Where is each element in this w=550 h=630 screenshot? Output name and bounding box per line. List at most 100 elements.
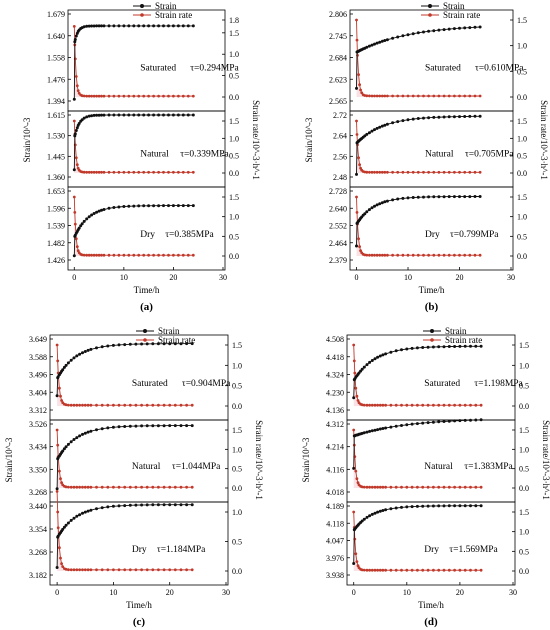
strain-rate-point (181, 94, 185, 98)
strain-rate-point (391, 94, 394, 98)
strain-point (64, 523, 68, 527)
strain-rate-point (360, 485, 364, 489)
strain-point (89, 429, 93, 433)
strain-point (151, 424, 155, 428)
strain-point (147, 113, 151, 117)
strain-rate-point (151, 403, 155, 407)
strain-rate-point (386, 170, 389, 174)
strain-point (81, 511, 84, 515)
strain-point (61, 449, 65, 453)
strain-point (78, 513, 82, 517)
strain-point (134, 424, 138, 428)
strain-rate-point (383, 170, 387, 174)
strain-rate-point (60, 562, 63, 566)
strain-rate-point (380, 94, 384, 98)
strain-point (73, 132, 77, 136)
strain-rate-point (86, 403, 90, 407)
strain-rate-point (368, 568, 371, 572)
strain-point (458, 344, 462, 348)
strain-rate-point (76, 249, 80, 253)
strain-point (373, 128, 376, 132)
strain-point (97, 209, 101, 213)
rate-tick-label: 0.5 (232, 382, 242, 391)
strain-point (362, 517, 366, 521)
strain-rate-point (362, 403, 366, 407)
strain-rate-point (394, 568, 398, 572)
strain-rate-point (185, 403, 189, 407)
strain-rate-point (89, 403, 93, 407)
strain-tick-label: 1.445 (47, 152, 65, 161)
strain-rate-point (185, 485, 189, 489)
strain-rate-point (82, 94, 86, 98)
rate-tick-label: 0.5 (232, 465, 242, 474)
strain-rate-point (56, 526, 60, 530)
strain-rate-point (157, 253, 161, 257)
strain-rate-point (360, 403, 364, 407)
strain-rate-point (112, 568, 115, 572)
strain-point (415, 504, 419, 508)
strain-rate-point (384, 485, 387, 489)
strain-tick-label: 4.047 (326, 537, 344, 546)
strain-line (73, 25, 194, 100)
strain-point (85, 115, 89, 119)
x-tick-label: 20 (166, 588, 174, 597)
strain-rate-point (157, 403, 160, 407)
strain-rate-point (463, 403, 467, 407)
strain-point (442, 195, 446, 199)
strain-rate-point (106, 568, 110, 572)
strain-rate-point (100, 485, 104, 489)
strain-rate-point (355, 18, 358, 22)
strain-point (171, 204, 175, 208)
strain-rate-point (421, 485, 425, 489)
x-tick-label: 10 (120, 273, 128, 282)
strain-rate-point (140, 403, 144, 407)
strain-point (463, 195, 467, 199)
tau-label: τ=0.339MPa (180, 150, 229, 160)
strain-point (400, 505, 403, 509)
strain-point (452, 115, 456, 119)
strain-point (82, 25, 86, 29)
strain-point (92, 113, 96, 117)
strain-point (72, 516, 76, 520)
strain-point (132, 113, 136, 117)
strain-point (426, 421, 430, 425)
strain-point (463, 115, 467, 118)
strain-point (391, 198, 395, 202)
strain-rate-point (147, 253, 151, 257)
strain-point (406, 196, 410, 200)
strain-point (171, 113, 175, 117)
strain-point (64, 445, 68, 449)
strain-rate-point (69, 485, 73, 489)
strain-rate-point (401, 170, 405, 174)
strain-point (370, 359, 374, 362)
strain-tick-label: 3.649 (29, 335, 47, 344)
strain-rate-point (162, 170, 165, 174)
strain-rate-point (426, 403, 430, 407)
strain-rate-point (167, 94, 170, 98)
strain-rate-point (469, 485, 472, 489)
panel-label: (d) (424, 616, 438, 628)
rate-tick-label: 0.0 (519, 484, 529, 493)
strain-rate-point (400, 403, 403, 407)
strain-rate-point (426, 485, 430, 489)
strain-rate-point (152, 253, 156, 257)
rate-tick-label: 0.0 (229, 93, 239, 102)
strain-point (391, 121, 395, 125)
strain-rate-point (186, 94, 190, 98)
strain-rate-point (432, 253, 436, 257)
strain-point (80, 118, 84, 122)
strain-rate-point (122, 170, 126, 174)
strain-point (190, 503, 194, 507)
strain-point (86, 430, 90, 434)
strain-rate-point (353, 371, 357, 375)
strain-rate-point (56, 510, 60, 514)
strain-point (78, 352, 82, 356)
strain-point (95, 428, 98, 432)
strain-rate-point (137, 170, 141, 174)
strain-point (173, 424, 177, 428)
tau-label: τ=0.799MPa (450, 230, 499, 240)
strain-point (179, 342, 183, 346)
rate-tick-label: 1.5 (519, 426, 529, 435)
strain-rate-point (422, 170, 425, 174)
tau-label: τ=1.198MPa (474, 379, 523, 389)
